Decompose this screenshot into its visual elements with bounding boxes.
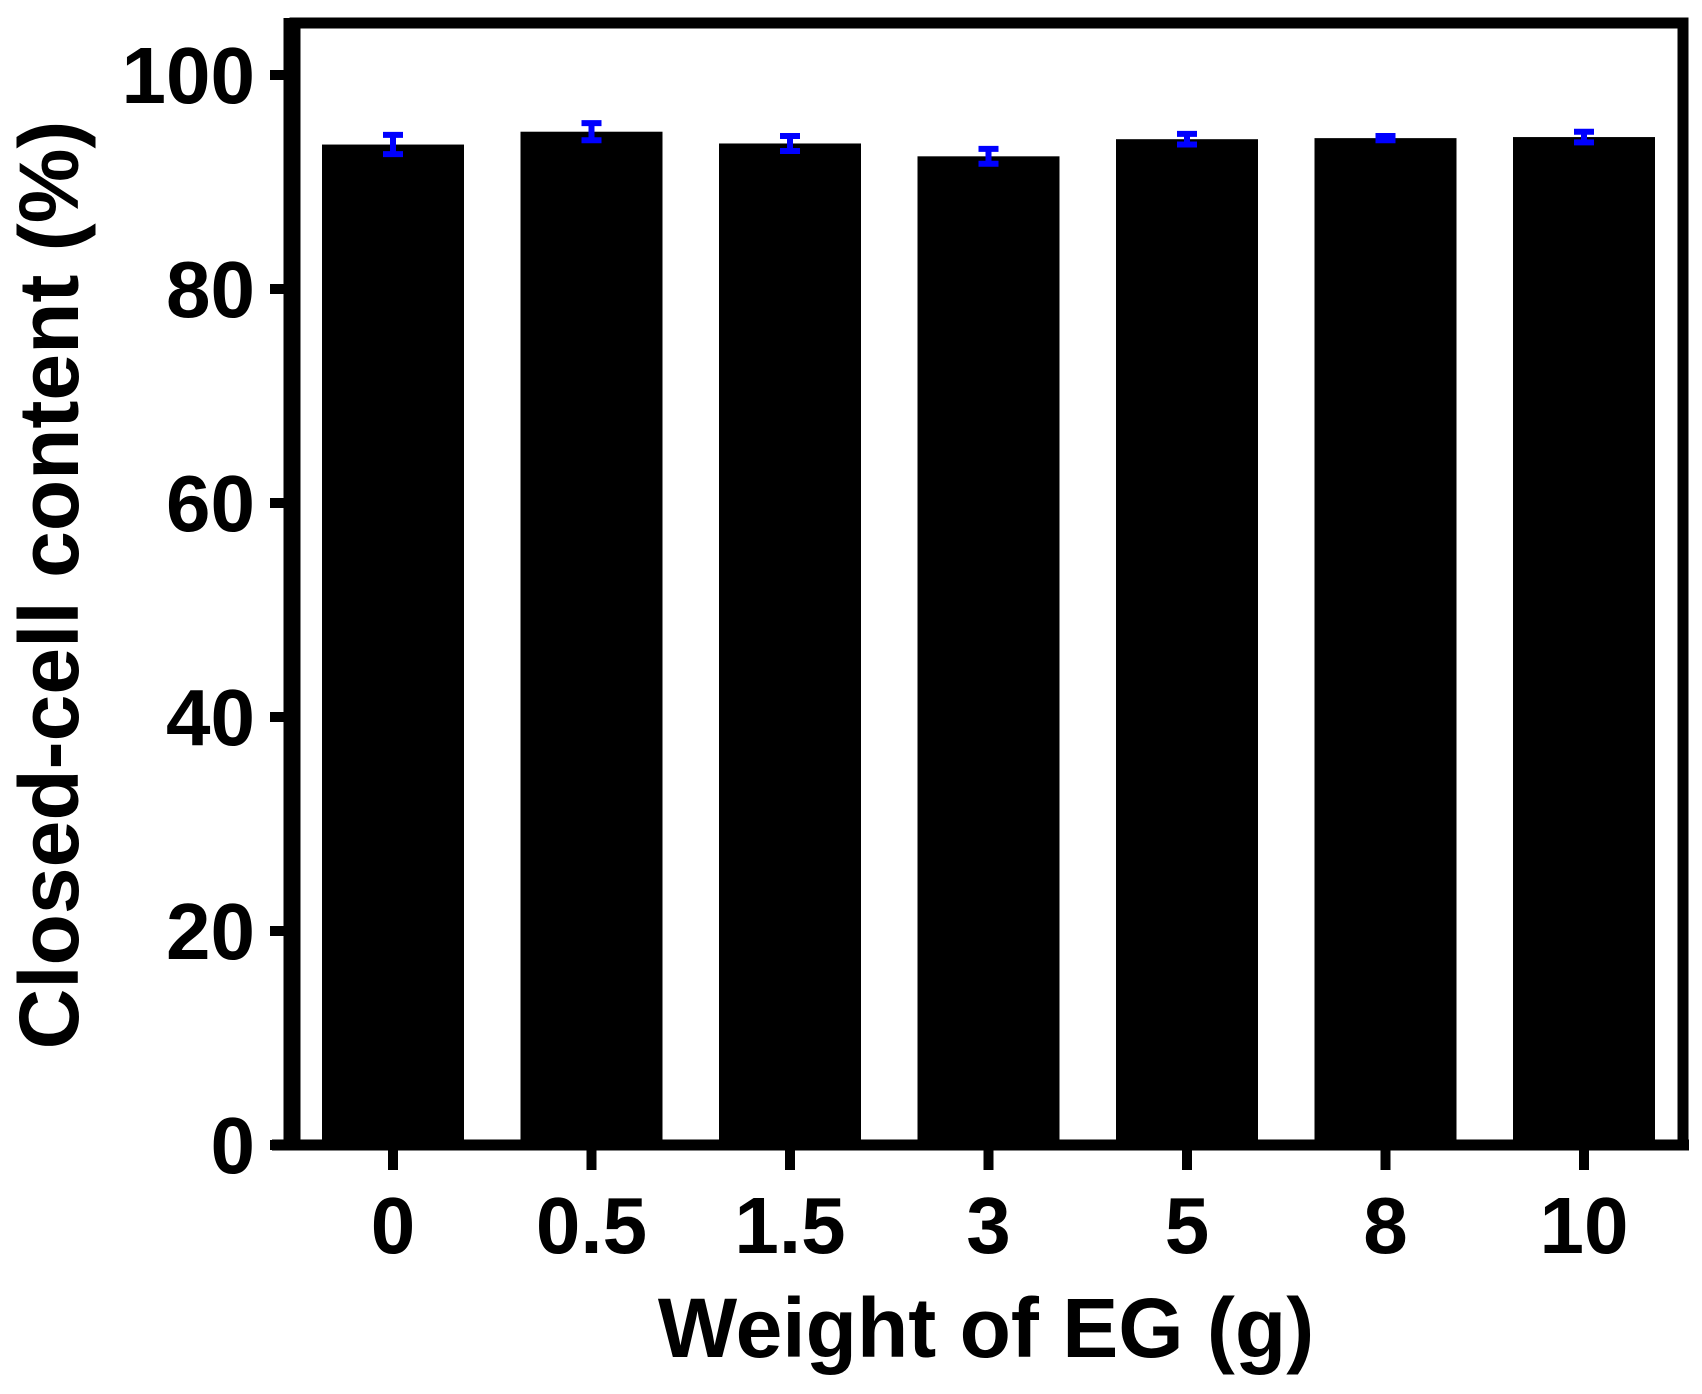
x-tick-label-0.5: 0.5 [536, 1181, 647, 1270]
error-bars-layer [383, 120, 1594, 167]
error-bar-3 [978, 145, 999, 167]
x-tick-label-10: 10 [1540, 1181, 1629, 1270]
bar-8 [1314, 138, 1457, 1145]
y-tick-label-40: 40 [166, 673, 255, 762]
bar-1.5 [719, 143, 861, 1146]
y-axis-label: Closed-cell content (%) [2, 121, 96, 1050]
x-tick-label-5: 5 [1165, 1181, 1210, 1270]
bar-5 [1116, 139, 1258, 1145]
y-tick-label-100: 100 [122, 31, 255, 120]
bar-0 [322, 144, 464, 1146]
x-tick-label-3: 3 [966, 1181, 1011, 1270]
error-bar-0.5 [581, 120, 602, 144]
x-axis-label: Weight of EG (g) [658, 1281, 1314, 1375]
y-tick-label-60: 60 [166, 459, 255, 548]
bars-layer [322, 131, 1655, 1146]
x-tick-label-1.5: 1.5 [734, 1181, 845, 1270]
x-ticks-layer: 0 0.5 1.5 3 5 8 10 [371, 1145, 1629, 1270]
error-bar-5 [1177, 130, 1197, 148]
y-tick-label-0: 0 [211, 1101, 256, 1190]
error-bar-0 [383, 131, 403, 158]
error-bar-8 [1375, 132, 1396, 144]
error-bar-10 [1574, 128, 1594, 146]
y-ticks-layer: 0 20 40 60 80 100 [122, 31, 295, 1190]
error-bar-1.5 [780, 132, 800, 154]
bar-0.5 [520, 131, 663, 1145]
bar-3 [917, 156, 1060, 1145]
y-tick-label-80: 80 [166, 245, 255, 334]
y-tick-label-20: 20 [166, 887, 255, 976]
bar-10 [1513, 137, 1655, 1145]
x-tick-label-0: 0 [371, 1181, 416, 1270]
x-tick-label-8: 8 [1363, 1181, 1408, 1270]
